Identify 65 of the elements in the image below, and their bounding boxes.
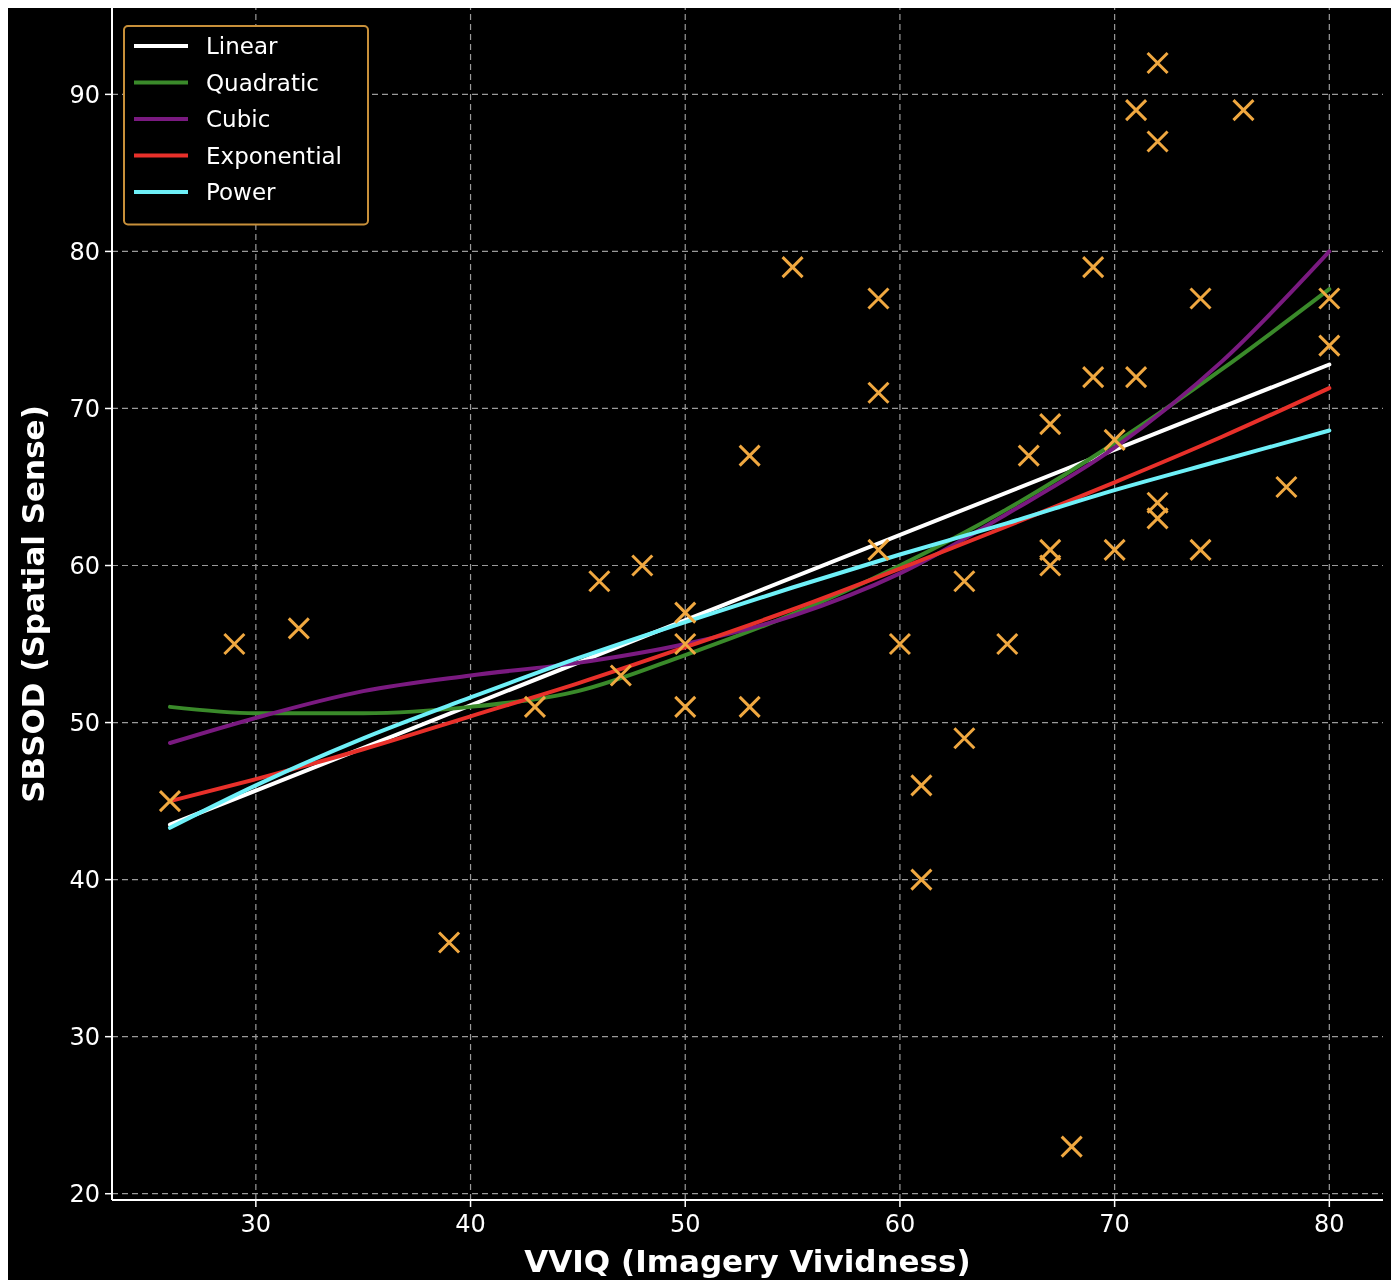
point	[866, 287, 890, 311]
point	[1081, 365, 1105, 389]
legend-label: Exponential	[206, 142, 343, 169]
point	[1124, 365, 1148, 389]
y-tick-label: 70	[69, 394, 100, 423]
point	[673, 695, 697, 719]
point	[1081, 255, 1105, 279]
point	[523, 695, 547, 719]
point	[1189, 287, 1213, 311]
point	[1146, 129, 1170, 153]
point	[630, 554, 654, 578]
legend-label: Power	[206, 179, 277, 206]
y-tick-label: 30	[69, 1023, 100, 1052]
y-tick-label: 60	[69, 551, 100, 580]
point	[995, 632, 1019, 656]
x-tick-label: 60	[884, 1210, 916, 1238]
point	[1146, 506, 1170, 530]
legend-label: Quadratic	[206, 69, 319, 96]
point	[1317, 334, 1341, 358]
x-tick-label: 70	[1099, 1210, 1130, 1238]
x-axis-title: VVIQ (Imagery Vividness)	[524, 1243, 971, 1279]
point	[287, 616, 311, 640]
point	[1231, 98, 1255, 122]
y-tick-label: 50	[69, 708, 100, 737]
point	[673, 632, 697, 656]
point	[1017, 444, 1041, 468]
y-tick-label: 20	[69, 1180, 100, 1209]
point	[1274, 475, 1298, 499]
x-tick-label: 80	[1314, 1210, 1345, 1238]
point	[1038, 554, 1062, 578]
point	[1124, 98, 1148, 122]
point	[781, 255, 805, 279]
point	[888, 632, 912, 656]
point	[1103, 538, 1127, 562]
point	[909, 773, 933, 797]
point	[1038, 412, 1062, 436]
x-tick-label: 50	[669, 1210, 701, 1238]
point	[1146, 51, 1170, 75]
x-tick-label: 30	[240, 1210, 272, 1238]
point	[738, 695, 762, 719]
point	[1060, 1135, 1084, 1159]
point	[158, 789, 182, 813]
legend-label: Cubic	[206, 106, 271, 133]
legend-label: Linear	[206, 33, 279, 60]
x-tick-label: 40	[455, 1210, 486, 1238]
point	[1038, 538, 1062, 562]
y-axis-title: SBSOD (Spatial Sense)	[15, 405, 51, 803]
point	[952, 569, 976, 593]
point	[437, 930, 461, 954]
point	[673, 601, 697, 625]
point	[1317, 287, 1341, 311]
point	[222, 632, 246, 656]
point	[738, 444, 762, 468]
y-tick-label: 40	[69, 866, 100, 895]
point	[909, 868, 933, 892]
point	[1103, 428, 1127, 452]
point	[952, 726, 976, 750]
point	[1146, 491, 1170, 515]
point	[866, 381, 890, 405]
point	[1189, 538, 1213, 562]
y-tick-label: 90	[69, 80, 100, 109]
y-tick-label: 80	[69, 237, 100, 266]
point	[609, 663, 633, 687]
point	[587, 569, 611, 593]
point	[866, 538, 890, 562]
